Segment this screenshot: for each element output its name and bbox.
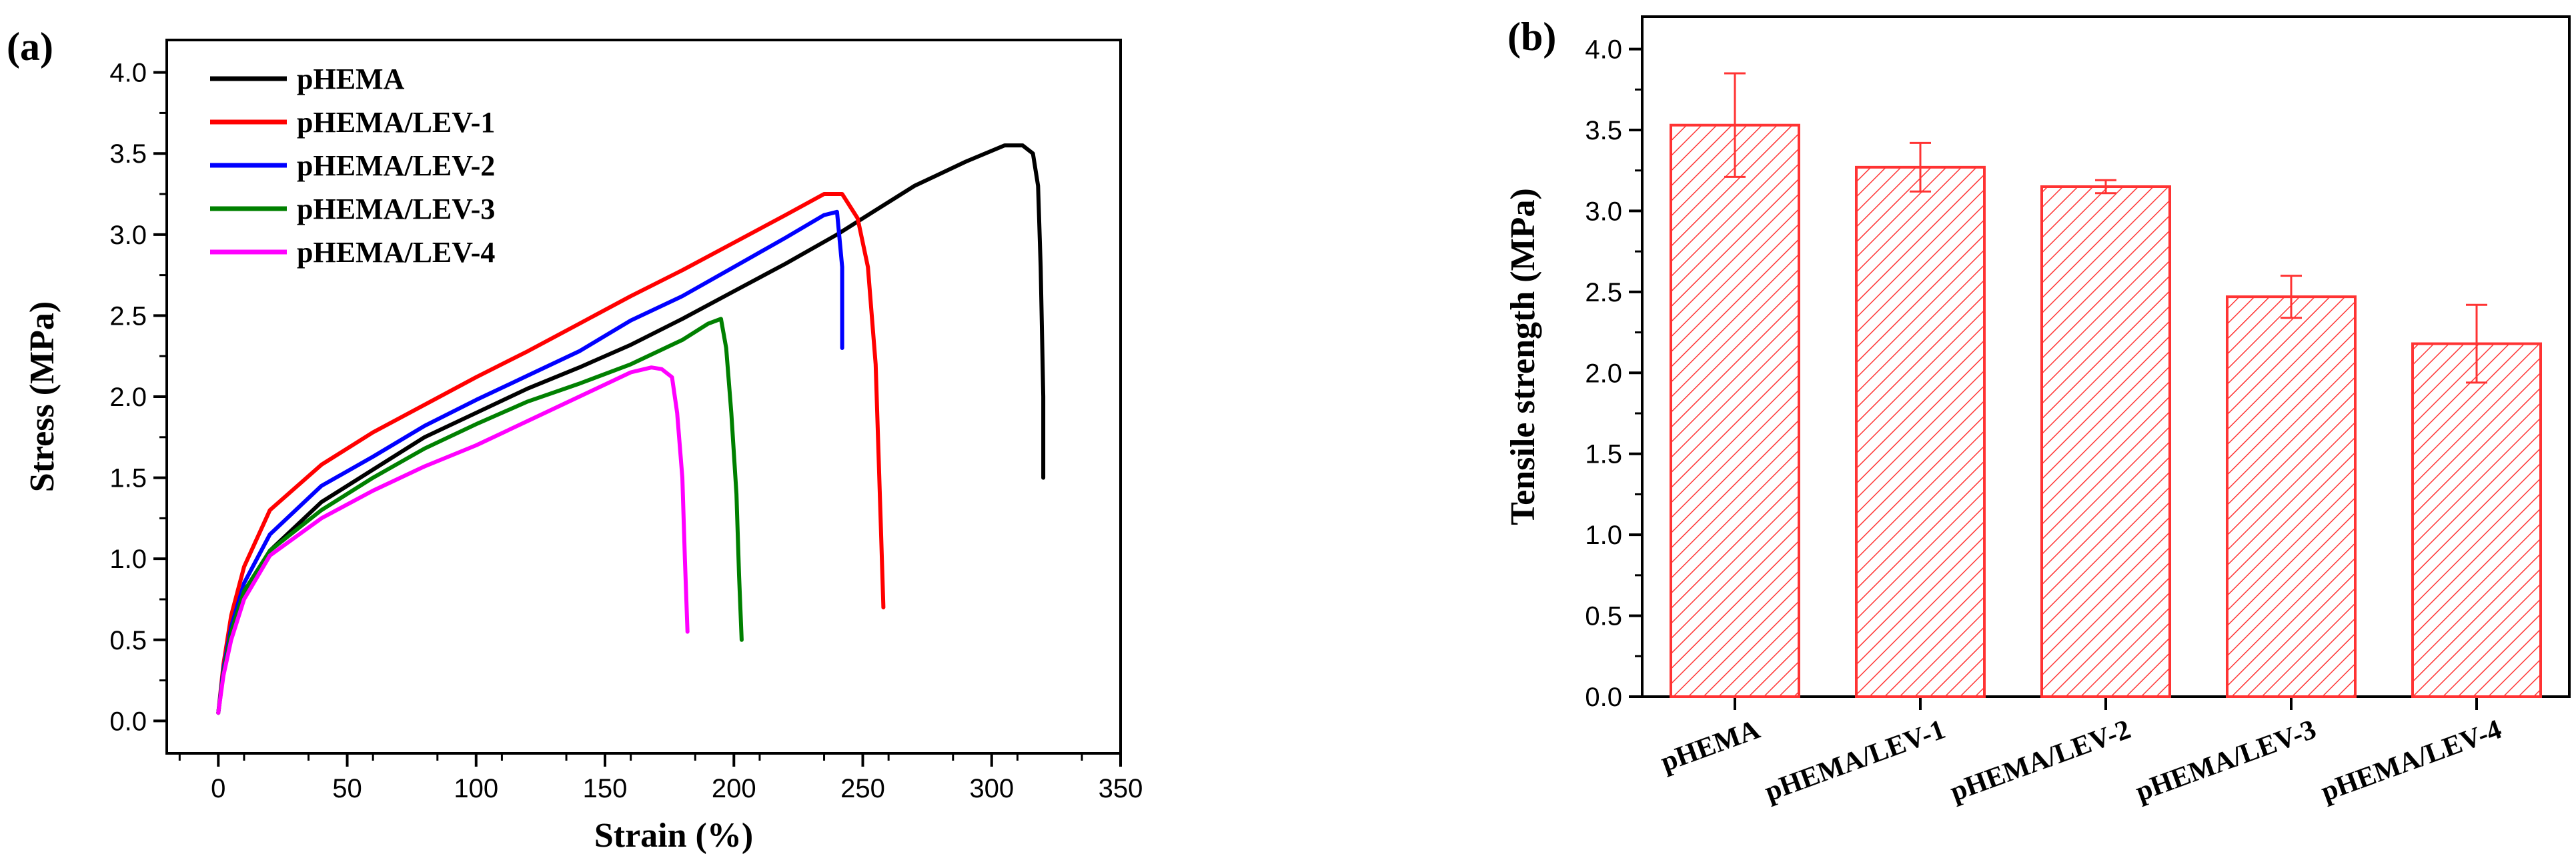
panel-a-ticks: 0 50 100 150 200 250 300 350 0.0 0.5 1.0 1.5 2.0 2.5 3… — [109, 59, 1143, 803]
panel-b-category-label: pHEMA/LEV-1 — [1761, 714, 1950, 807]
panel-a-y-tick-label: 2.0 — [109, 383, 147, 412]
panel-a-series-line — [216, 365, 690, 715]
panel-b-category-label: pHEMA/LEV-4 — [2317, 714, 2506, 807]
panel-b-bar — [2411, 342, 2542, 698]
panel-b-y-tick-label: 1.0 — [1585, 521, 1622, 550]
panel-b-y-tick-label: 0.0 — [1585, 683, 1622, 712]
panel-a-series-line — [216, 143, 1046, 715]
panel-a-x-tick-label: 300 — [969, 774, 1014, 803]
panel-b-category-label: pHEMA/LEV-3 — [2132, 714, 2321, 807]
panel-a-x-tick-label: 100 — [454, 774, 498, 803]
panel-a-x-tick-label: 50 — [332, 774, 362, 803]
panel-a-x-tick-label: 0 — [211, 774, 225, 803]
panel-a-legend-label: pHEMA/LEV-2 — [297, 149, 495, 182]
panel-a-legend-label: pHEMA/LEV-1 — [297, 106, 495, 139]
panel-b-y-tick-label: 2.5 — [1585, 278, 1622, 307]
panel-a-x-axis-title: Strain (%) — [594, 817, 753, 855]
panel-a-legend-label: pHEMA/LEV-3 — [297, 193, 495, 225]
panel-a-series-line — [216, 209, 844, 715]
panel-a-y-axis-title: Stress (MPa) — [23, 301, 61, 492]
panel-a-label: (a) — [7, 25, 53, 69]
panel-a-series — [216, 143, 1046, 715]
panel-b-bar — [2226, 295, 2357, 698]
panel-a-y-tick-label: 3.0 — [109, 221, 147, 250]
panel-b-y-tick-label: 3.0 — [1585, 197, 1622, 226]
panel-a-legend-label: pHEMA/LEV-4 — [297, 236, 495, 269]
panel-b-ticks: 0.0 0.5 1.0 1.5 2.0 2.5 3.0 3.5 4.0 — [1585, 35, 2478, 712]
panel-a-y-tick-label: 1.5 — [109, 464, 147, 493]
panel-a-legend-label: pHEMA — [297, 63, 405, 95]
panel-a-line-chart: (a) 0 50 100 150 200 250 300 350 0.0 0.5 1.0 1.5 2.0… — [7, 25, 1143, 855]
panel-b-y-tick-label: 2.0 — [1585, 359, 1622, 388]
panel-a-frame — [165, 39, 1122, 755]
panel-b-y-tick-label: 3.5 — [1585, 116, 1622, 145]
panel-b-category-label: pHEMA/LEV-2 — [1946, 714, 2135, 807]
panel-b-bar-chart: (b) 0.00.51.01.52.02.53.03.54.0 pHEMApHE… — [1504, 15, 2571, 808]
panel-a-y-tick-label: 1.0 — [109, 545, 147, 574]
panel-b-y-tick-label: 1.5 — [1585, 440, 1622, 469]
panel-b-y-tick-label: 4.0 — [1585, 35, 1622, 65]
panel-b-bar — [1855, 165, 1986, 699]
panel-b-bars — [1670, 72, 2542, 699]
panel-a-x-tick-label: 250 — [840, 774, 885, 803]
panel-a-y-tick-label: 0.5 — [109, 626, 147, 655]
panel-a-x-tick-label: 150 — [583, 774, 628, 803]
panel-a-series-line — [216, 192, 886, 715]
panel-a-legend: pHEMA pHEMA/LEV-1 pHEMA/LEV-2 pHEMA/LEV-3 pH… — [210, 63, 495, 269]
panel-a-x-tick-label: 200 — [712, 774, 756, 803]
panel-b-bar — [2040, 185, 2171, 698]
panel-a-y-tick-label: 2.5 — [109, 301, 147, 331]
panel-a-y-tick-label: 3.5 — [109, 139, 147, 169]
panel-b-category-label: pHEMA — [1657, 714, 1764, 778]
panel-b-y-tick-label: 0.5 — [1585, 602, 1622, 631]
panel-a-x-tick-label: 350 — [1099, 774, 1143, 803]
panel-a-series-line — [216, 317, 744, 715]
panel-b-bar — [1670, 123, 1800, 698]
panel-b-label: (b) — [1507, 15, 1556, 59]
panel-a-y-tick-label: 4.0 — [109, 59, 147, 88]
panel-a-y-tick-label: 0.0 — [109, 707, 147, 736]
panel-b-category-labels: pHEMApHEMA/LEV-1pHEMA/LEV-2pHEMA/LEV-3pH… — [1657, 714, 2505, 808]
panel-b-y-axis-title: Tensile strength (MPa) — [1504, 188, 1542, 525]
